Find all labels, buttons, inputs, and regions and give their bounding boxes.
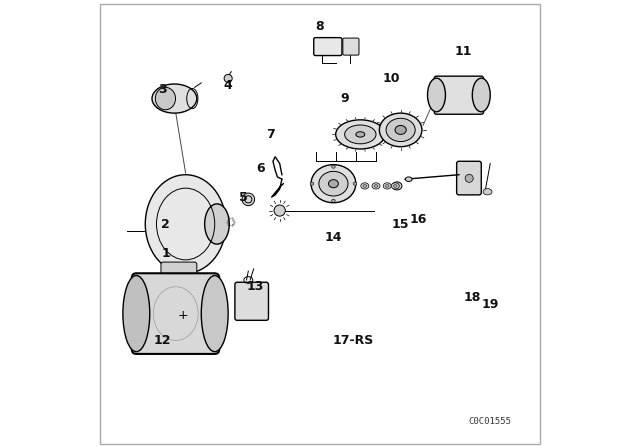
Text: 6: 6 — [257, 161, 265, 175]
Text: 18: 18 — [463, 291, 481, 305]
Ellipse shape — [202, 276, 228, 352]
Ellipse shape — [332, 165, 335, 168]
Ellipse shape — [123, 276, 150, 352]
Ellipse shape — [224, 74, 232, 82]
Ellipse shape — [361, 183, 369, 189]
FancyBboxPatch shape — [235, 282, 269, 320]
Ellipse shape — [380, 113, 422, 147]
Ellipse shape — [428, 78, 445, 112]
Text: 13: 13 — [246, 280, 264, 293]
Ellipse shape — [205, 204, 229, 244]
Ellipse shape — [242, 193, 255, 206]
Text: 17-RS: 17-RS — [333, 334, 374, 347]
Text: 14: 14 — [324, 231, 342, 244]
Ellipse shape — [374, 185, 378, 187]
Text: 2: 2 — [161, 217, 170, 231]
FancyBboxPatch shape — [132, 273, 219, 354]
Ellipse shape — [363, 185, 367, 187]
Ellipse shape — [353, 182, 356, 185]
Text: 8: 8 — [316, 20, 324, 34]
Text: 19: 19 — [481, 298, 499, 311]
Text: C0C01555: C0C01555 — [468, 417, 512, 426]
Ellipse shape — [472, 78, 490, 112]
Text: 3: 3 — [158, 83, 166, 96]
Ellipse shape — [383, 183, 391, 189]
FancyBboxPatch shape — [314, 38, 342, 56]
Ellipse shape — [156, 87, 175, 110]
Ellipse shape — [405, 177, 412, 181]
Ellipse shape — [328, 180, 339, 188]
Ellipse shape — [356, 132, 365, 137]
Ellipse shape — [392, 182, 402, 190]
Ellipse shape — [274, 205, 285, 216]
FancyBboxPatch shape — [343, 38, 359, 55]
Text: 4: 4 — [224, 78, 232, 92]
FancyBboxPatch shape — [161, 262, 197, 284]
Text: 9: 9 — [340, 92, 349, 105]
Ellipse shape — [310, 182, 314, 185]
Ellipse shape — [319, 172, 348, 196]
Ellipse shape — [332, 199, 335, 202]
Ellipse shape — [395, 125, 406, 134]
Ellipse shape — [152, 84, 197, 113]
Ellipse shape — [483, 189, 492, 195]
Ellipse shape — [311, 165, 356, 202]
Ellipse shape — [394, 185, 397, 187]
Text: 15: 15 — [392, 217, 410, 231]
Text: 11: 11 — [454, 45, 472, 58]
Text: 12: 12 — [154, 334, 171, 347]
FancyBboxPatch shape — [435, 76, 484, 114]
Text: 1: 1 — [161, 246, 170, 260]
Ellipse shape — [145, 175, 226, 273]
Text: 7: 7 — [266, 128, 275, 141]
Ellipse shape — [336, 120, 385, 149]
Text: 5: 5 — [239, 190, 248, 204]
Text: 10: 10 — [383, 72, 401, 85]
FancyBboxPatch shape — [457, 161, 481, 195]
Ellipse shape — [372, 183, 380, 189]
Text: +: + — [178, 309, 189, 323]
Ellipse shape — [386, 118, 415, 142]
Ellipse shape — [344, 125, 376, 144]
Text: 16: 16 — [410, 213, 428, 226]
Ellipse shape — [391, 183, 399, 189]
Ellipse shape — [385, 185, 389, 187]
Ellipse shape — [465, 174, 473, 182]
